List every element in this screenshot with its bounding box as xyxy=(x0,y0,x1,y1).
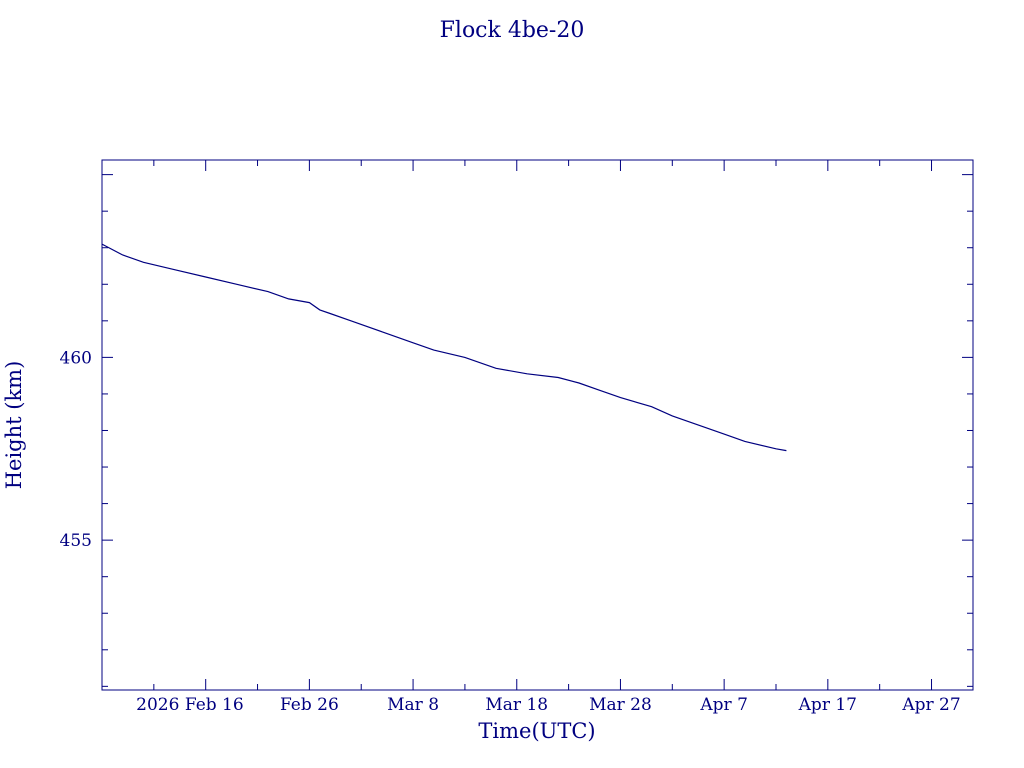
y-tick-label: 455 xyxy=(60,531,92,551)
x-tick-label: Mar 28 xyxy=(589,695,652,715)
x-tick-label: Apr 7 xyxy=(699,695,748,715)
y-tick-label: 460 xyxy=(60,348,92,368)
tick-marks xyxy=(102,160,973,690)
x-tick-label: Apr 17 xyxy=(798,695,857,715)
series-line xyxy=(101,243,787,452)
y-axis-label: Height (km) xyxy=(2,361,26,490)
tick-labels: 2026 Feb 16 Feb 26 Mar 8 Mar 18 Mar 28 Apr 7 A… xyxy=(60,348,961,715)
x-tick-label: Feb 26 xyxy=(280,695,339,715)
plot-frame xyxy=(101,159,974,691)
x-tick-label: Apr 27 xyxy=(901,695,960,715)
x-tick-label: 2026 Feb 16 xyxy=(136,695,244,715)
x-tick-label: Mar 8 xyxy=(387,695,439,715)
chart-title: Flock 4be-20 xyxy=(440,18,585,43)
x-axis-label: Time(UTC) xyxy=(478,719,595,743)
x-tick-label: Mar 18 xyxy=(485,695,548,715)
